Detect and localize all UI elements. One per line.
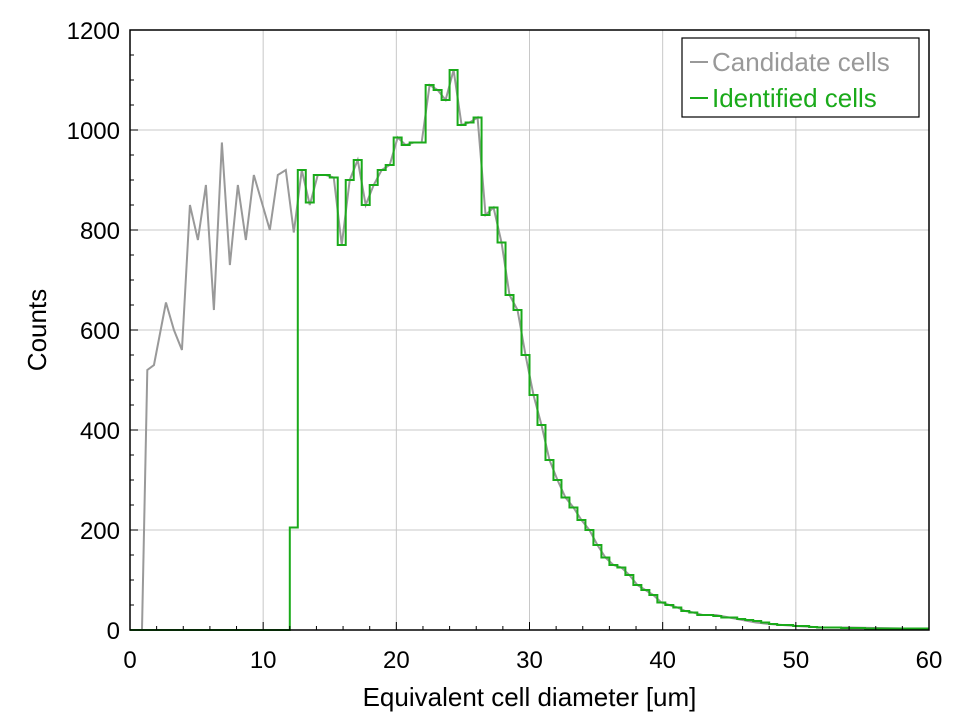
x-tick-label: 60 [916,647,943,674]
legend: Candidate cells Identified cells [681,37,920,118]
y-tick-label: 200 [80,518,120,545]
legend-label-candidate: Candidate cells [712,47,890,77]
y-tick-label: 0 [107,618,120,645]
x-tick-label: 50 [782,647,809,674]
x-tick-label: 40 [649,647,676,674]
x-tick-label: 20 [383,647,410,674]
x-axis-label: Equivalent cell diameter [um] [363,682,697,712]
legend-box [681,37,920,118]
series-line-identified-cells [130,69,929,631]
grid [130,30,929,630]
x-tick-label: 30 [516,647,543,674]
x-tick-label: 10 [250,647,277,674]
series-layer [130,69,929,631]
y-tick-label: 800 [80,218,120,245]
y-tick-label: 600 [80,318,120,345]
y-tick-label: 1000 [67,118,120,145]
y-axis-label: Counts [22,289,52,371]
x-tick-label: 0 [123,647,136,674]
y-tick-label: 1200 [67,18,120,45]
y-tick-label: 400 [80,418,120,445]
legend-label-identified: Identified cells [712,83,877,113]
